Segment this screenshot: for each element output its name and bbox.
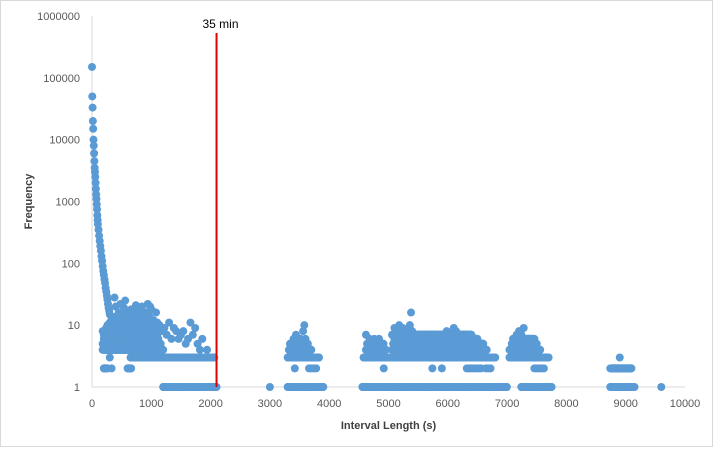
data-point: [428, 364, 436, 372]
data-point: [167, 335, 175, 343]
data-point: [152, 309, 160, 317]
data-point: [630, 383, 638, 391]
data-point: [520, 324, 528, 332]
data-point: [102, 346, 110, 354]
data-point: [540, 364, 548, 372]
data-point: [447, 346, 455, 354]
data-point: [379, 346, 387, 354]
data-point: [548, 383, 556, 391]
data-point: [491, 353, 499, 361]
data-point: [266, 383, 274, 391]
data-point: [179, 327, 187, 335]
data-point: [625, 364, 633, 372]
data-point: [106, 353, 114, 361]
data-point: [407, 309, 415, 317]
data-point: [294, 353, 302, 361]
data-point: [426, 346, 434, 354]
data-point: [124, 340, 132, 348]
data-point: [89, 117, 97, 125]
data-point: [319, 383, 327, 391]
data-point: [479, 353, 487, 361]
data-point: [196, 346, 204, 354]
data-point: [287, 353, 295, 361]
data-point: [107, 312, 115, 320]
data-point: [503, 383, 511, 391]
annotation-layer: 35 min: [203, 17, 239, 387]
data-point: [88, 63, 96, 71]
data-point: [312, 364, 320, 372]
data-point: [118, 314, 126, 322]
data-point: [127, 364, 135, 372]
data-point: [109, 327, 117, 335]
data-point: [616, 353, 624, 361]
data-point: [657, 383, 665, 391]
data-point: [467, 331, 475, 339]
data-point: [111, 294, 119, 302]
data-point: [381, 353, 389, 361]
data-point: [311, 353, 319, 361]
data-point: [89, 104, 97, 112]
data-point: [90, 149, 98, 157]
data-point: [486, 364, 494, 372]
data-point: [380, 364, 388, 372]
data-point: [120, 304, 128, 312]
data-point: [198, 335, 206, 343]
data-point: [301, 335, 309, 343]
data-point: [191, 324, 199, 332]
data-point: [134, 331, 142, 339]
data-point: [303, 346, 311, 354]
data-point: [528, 346, 536, 354]
data-points: [88, 63, 665, 391]
data-point: [460, 346, 468, 354]
data-point: [90, 142, 98, 150]
data-point: [141, 327, 149, 335]
data-point: [203, 346, 211, 354]
data-point: [151, 331, 159, 339]
data-point: [507, 353, 515, 361]
data-point: [88, 92, 96, 100]
data-point: [291, 364, 299, 372]
data-point: [440, 353, 448, 361]
data-point: [108, 364, 116, 372]
data-point: [89, 125, 97, 133]
data-point: [438, 364, 446, 372]
data-point: [121, 297, 129, 305]
data-point: [300, 321, 308, 329]
data-point: [541, 353, 549, 361]
